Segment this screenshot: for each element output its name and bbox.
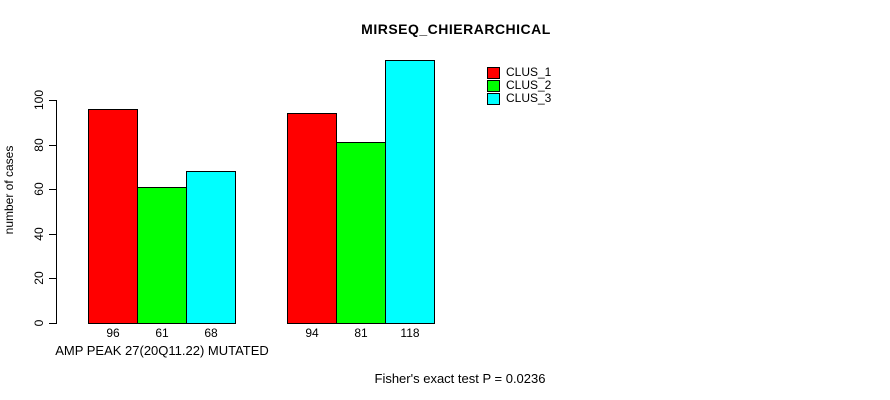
y-axis-label: number of cases [2,145,16,235]
bar-clus_1-group2 [287,113,337,324]
y-axis-line [56,100,57,324]
y-axis-tick-label: 0 [32,319,46,327]
bar-clus_1-group1 [88,109,138,324]
legend-row-clus_2: CLUS_2 [487,79,551,92]
legend-swatch-clus_3 [487,92,500,105]
y-axis-tick [49,100,56,101]
chart-title: MIRSEQ_CHIERARCHICAL [361,21,551,37]
y-axis-tick [49,189,56,190]
x-axis-label: AMP PEAK 27(20Q11.22) MUTATED [55,343,269,358]
legend-swatch-clus_1 [487,66,500,79]
legend-label: CLUS_2 [506,78,552,92]
bar-value-label: 96 [106,326,120,340]
legend-label: CLUS_1 [506,65,552,79]
y-axis-tick-label: 20 [32,271,46,285]
y-axis-tick [49,278,56,279]
bar-clus_3-group2 [385,60,435,324]
bar-value-label: 68 [204,326,218,340]
y-axis-tick-label: 80 [32,138,46,152]
y-axis-tick-label: 40 [32,227,46,241]
legend-row-clus_1: CLUS_1 [487,66,551,79]
legend-swatch-clus_2 [487,79,500,92]
y-axis-tick [49,323,56,324]
bar-value-label: 61 [155,326,169,340]
y-axis-tick [49,145,56,146]
bar-clus_2-group2 [336,142,386,324]
bar-clus_3-group1 [186,171,236,324]
bar-clus_2-group1 [137,187,187,324]
y-axis-tick-label: 60 [32,182,46,196]
bar-value-label: 81 [354,326,368,340]
legend-label: CLUS_3 [506,91,552,105]
y-axis-tick-label: 100 [32,89,46,111]
legend-row-clus_3: CLUS_3 [487,92,551,105]
y-axis-tick [49,234,56,235]
bar-value-label: 94 [305,326,319,340]
bar-value-label: 118 [400,326,420,340]
statistical-test-note: Fisher's exact test P = 0.0236 [374,371,546,386]
legend: CLUS_1 CLUS_2 CLUS_3 [487,66,551,105]
